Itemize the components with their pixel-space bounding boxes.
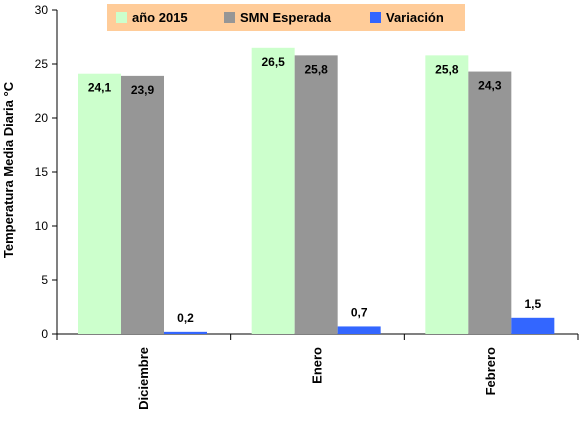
legend-box (107, 4, 465, 31)
legend-swatch-ano-2015 (116, 12, 127, 23)
bar-smn-esperada (468, 71, 512, 334)
y-tick-label: 0 (41, 327, 48, 341)
data-label: 23,9 (131, 83, 155, 97)
y-tick-label: 5 (41, 273, 48, 287)
y-axis-label: Temperatura Media Diaria °C (1, 81, 16, 258)
y-tick-label: 25 (35, 57, 49, 71)
bar-ano-2015 (78, 73, 121, 334)
bar-ano-2015 (425, 55, 469, 335)
data-label: 25,8 (435, 62, 459, 76)
data-label: 26,5 (261, 55, 285, 69)
x-axis: Diciembre Enero Febrero (56, 333, 579, 410)
y-tick-label: 20 (35, 111, 49, 125)
data-label: 1,5 (524, 297, 541, 311)
bar-variacion (337, 326, 381, 334)
legend-label: año 2015 (132, 10, 188, 25)
x-category-label: Enero (310, 347, 325, 384)
data-label: 24,1 (88, 81, 112, 95)
bar-variacion (511, 317, 555, 334)
data-label: 25,8 (304, 62, 328, 76)
legend-swatch-variacion (370, 12, 381, 23)
y-axis: 0 5 10 15 20 25 30 (35, 3, 58, 341)
legend-label: Variación (386, 10, 444, 25)
legend: año 2015 SMN Esperada Variación (107, 4, 465, 31)
bar-smn-esperada (294, 55, 338, 335)
legend-swatch-smn-esperada (224, 12, 235, 23)
bar-smn-esperada (121, 75, 164, 334)
data-label: 0,2 (177, 311, 194, 325)
plot-area: 24,1 26,5 25,8 23,9 25,8 24,3 0,2 0,7 1,5 (78, 47, 555, 335)
x-category-label: Diciembre (136, 347, 151, 410)
y-tick-label: 10 (35, 219, 49, 233)
y-tick-label: 30 (35, 3, 49, 17)
bar-variacion (164, 331, 207, 334)
data-label: 24,3 (478, 79, 502, 93)
legend-label: SMN Esperada (240, 10, 332, 25)
bar-ano-2015 (251, 47, 295, 335)
data-label: 0,7 (351, 305, 368, 319)
x-category-label: Febrero (483, 347, 498, 395)
y-tick-label: 15 (35, 165, 49, 179)
